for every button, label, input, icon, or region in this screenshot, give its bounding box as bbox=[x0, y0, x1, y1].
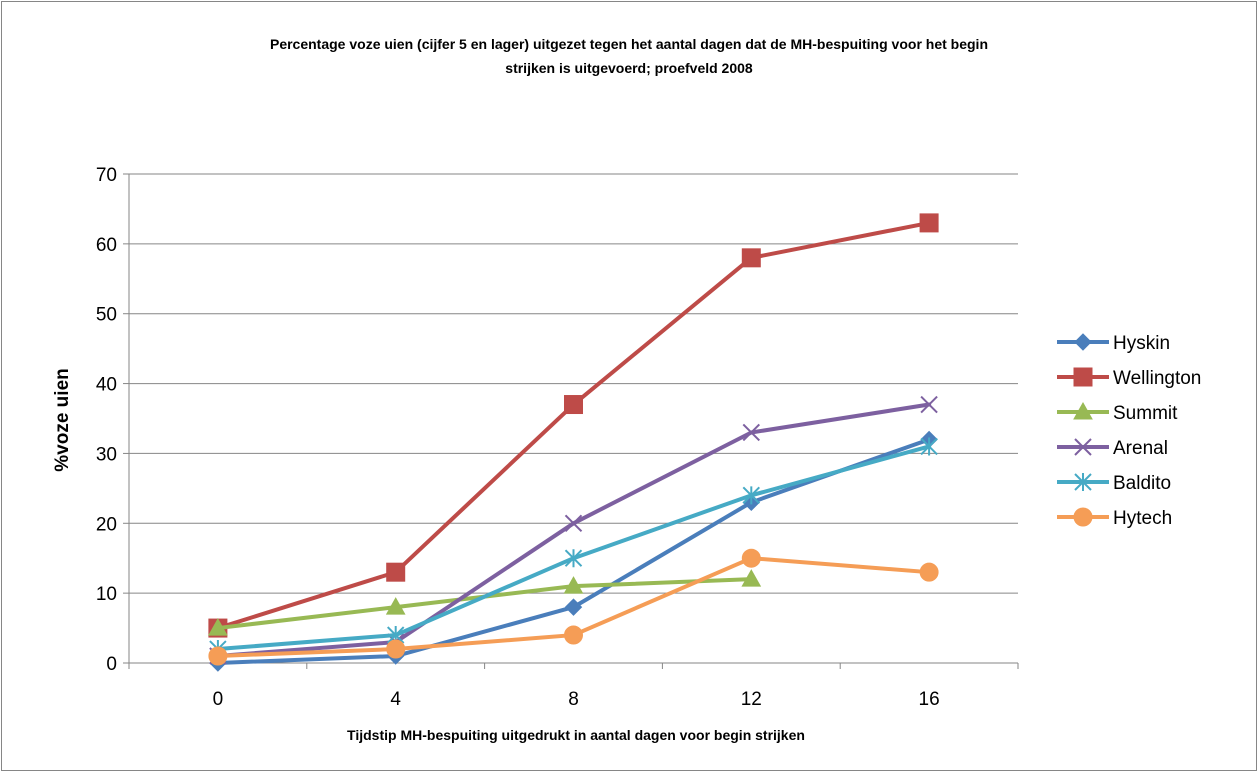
data-point bbox=[385, 597, 406, 615]
data-point bbox=[386, 639, 406, 659]
series-line bbox=[215, 402, 932, 659]
legend-entry: Wellington bbox=[1057, 367, 1201, 389]
legend-entry: Hytech bbox=[1057, 507, 1172, 529]
legend-entry: Baldito bbox=[1057, 473, 1171, 494]
legend: Hyskin Wellington Summit Arenal Baldito Hytec… bbox=[1057, 333, 1201, 529]
gridlines bbox=[129, 173, 1018, 594]
series-line bbox=[215, 444, 932, 652]
data-point bbox=[742, 423, 761, 442]
x-tick-label: 8 bbox=[568, 689, 579, 710]
data-point bbox=[919, 213, 939, 233]
series-group bbox=[208, 213, 939, 672]
legend-marker bbox=[1074, 438, 1092, 456]
legend-entry: Hyskin bbox=[1057, 333, 1170, 354]
legend-label: Baldito bbox=[1113, 473, 1171, 494]
y-tick-label: 10 bbox=[96, 584, 117, 605]
data-point bbox=[741, 548, 761, 568]
chart-title-line2: strijken is uitgevoerd; proefveld 2008 bbox=[505, 60, 753, 76]
legend-marker bbox=[1074, 473, 1092, 491]
series-arenal bbox=[209, 395, 938, 665]
legend-marker bbox=[1073, 367, 1093, 387]
series-line bbox=[215, 220, 932, 631]
data-point bbox=[919, 562, 939, 582]
data-point bbox=[208, 646, 228, 666]
legend-marker bbox=[1073, 401, 1093, 420]
chart-title-line1: Percentage voze uien (cijfer 5 en lager)… bbox=[270, 36, 988, 52]
series-summit bbox=[208, 569, 762, 636]
y-tick-labels: 0 10 20 30 40 50 60 70 bbox=[96, 165, 117, 675]
x-tick-label: 4 bbox=[390, 689, 401, 710]
data-point bbox=[564, 514, 583, 532]
y-tick-label: 40 bbox=[96, 375, 117, 396]
axes bbox=[123, 173, 1019, 669]
data-point bbox=[741, 569, 762, 587]
y-tick-label: 20 bbox=[96, 514, 117, 535]
y-tick-label: 60 bbox=[96, 235, 117, 256]
legend-label: Summit bbox=[1113, 403, 1178, 424]
data-point bbox=[741, 248, 761, 268]
x-tick-label: 0 bbox=[213, 689, 224, 710]
series-wellington bbox=[208, 213, 939, 638]
y-axis-label: %voze uien bbox=[52, 368, 73, 471]
x-tick-label: 12 bbox=[741, 689, 762, 710]
legend-label: Hyskin bbox=[1113, 333, 1170, 354]
legend-label: Wellington bbox=[1113, 368, 1201, 389]
x-tick-labels: 0 4 8 12 16 bbox=[213, 689, 940, 710]
data-point bbox=[920, 395, 938, 414]
data-point bbox=[564, 598, 583, 616]
legend-entry: Summit bbox=[1057, 401, 1178, 424]
y-tick-label: 70 bbox=[96, 165, 117, 186]
data-point bbox=[208, 618, 228, 636]
data-point bbox=[564, 549, 583, 568]
data-point bbox=[386, 562, 406, 582]
series-baldito bbox=[209, 437, 938, 659]
y-tick-label: 30 bbox=[96, 444, 117, 465]
legend-label: Arenal bbox=[1113, 438, 1168, 459]
y-tick-label: 0 bbox=[106, 654, 117, 675]
data-point bbox=[742, 486, 761, 505]
legend-entry: Arenal bbox=[1057, 438, 1168, 459]
data-point bbox=[564, 625, 583, 645]
data-point bbox=[920, 437, 938, 456]
x-axis-label: Tijdstip MH-bespuiting uitgedrukt in aan… bbox=[347, 727, 805, 743]
legend-marker bbox=[1074, 333, 1092, 351]
y-tick-label: 50 bbox=[96, 305, 117, 326]
series-hytech bbox=[208, 548, 939, 666]
legend-label: Hytech bbox=[1113, 508, 1172, 529]
data-point bbox=[563, 576, 584, 594]
x-tick-label: 16 bbox=[919, 689, 940, 710]
data-point bbox=[564, 395, 583, 415]
legend-marker bbox=[1073, 507, 1093, 527]
